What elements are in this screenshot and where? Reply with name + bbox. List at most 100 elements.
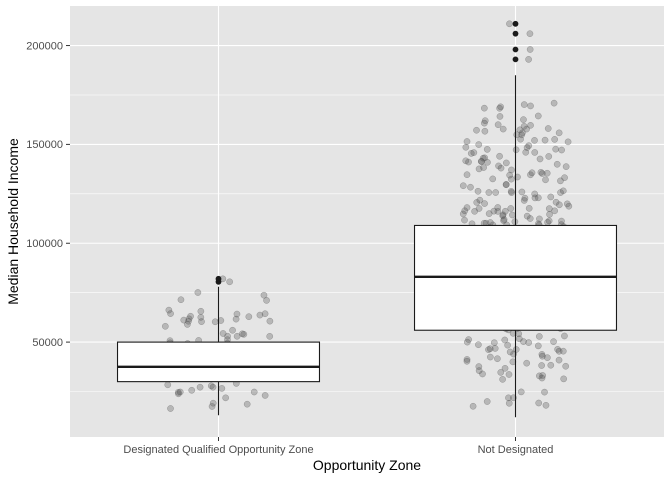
jitter-point [161, 322, 169, 330]
jitter-point [551, 207, 559, 215]
jitter-point [536, 372, 543, 380]
jitter-point [486, 345, 494, 353]
jitter-point [555, 129, 563, 137]
jitter-point [475, 341, 482, 349]
jitter-point [512, 346, 520, 353]
jitter-point [463, 356, 471, 363]
jitter-point [224, 332, 231, 340]
jitter-point [541, 136, 549, 144]
jitter-point [478, 158, 485, 165]
jitter-point [558, 217, 565, 225]
jitter-point [492, 189, 500, 196]
jitter-point [502, 159, 510, 167]
jitter-point [542, 401, 550, 409]
jitter-point [463, 357, 471, 365]
jitter-point [552, 198, 560, 206]
jitter-point [233, 332, 241, 340]
jitter-point [476, 196, 484, 204]
jitter-point [538, 351, 546, 358]
jitter-point [475, 205, 483, 212]
jitter-point [520, 116, 527, 123]
jitter-point [473, 126, 480, 134]
jitter-point [185, 317, 192, 325]
jitter-point [479, 370, 486, 378]
jitter-point [483, 398, 491, 405]
jitter-point [175, 388, 182, 396]
jitter-point [459, 210, 467, 218]
jitter-point [480, 104, 488, 112]
jitter-point [164, 381, 172, 389]
jitter-point [508, 166, 515, 174]
jitter-point [499, 211, 507, 219]
jitter-point [473, 199, 481, 206]
jitter-point [544, 354, 551, 362]
jitter-point [517, 388, 525, 396]
jitter-point [522, 148, 530, 156]
jitter-point [506, 20, 513, 28]
jitter-point [463, 138, 471, 145]
jitter-point [233, 310, 241, 318]
jitter-point [463, 338, 471, 346]
jitter-point [538, 362, 546, 369]
jitter-point [217, 317, 225, 324]
jitter-point [475, 165, 483, 173]
jitter-point [538, 170, 546, 177]
jitter-point [463, 171, 471, 179]
jitter-point [546, 211, 553, 218]
jitter-point [557, 177, 564, 185]
jitter-point [527, 102, 534, 110]
jitter-point [263, 297, 270, 304]
jitter-point [480, 164, 487, 171]
jitter-point [209, 383, 217, 391]
jitter-point [481, 117, 489, 125]
jitter-point [261, 310, 269, 318]
jitter-point [499, 125, 507, 133]
jitter-point [500, 216, 508, 223]
jitter-point [547, 361, 555, 369]
jitter-point [494, 204, 502, 211]
jitter-point [520, 338, 527, 345]
jitter-point [211, 318, 219, 326]
jitter-point [545, 205, 553, 212]
jitter-point [507, 205, 515, 212]
jitter-point [534, 342, 542, 350]
jitter-point [554, 346, 561, 353]
jitter-point [527, 121, 534, 129]
y-tick-label: 100000 [26, 238, 63, 250]
jitter-point [490, 207, 498, 215]
jitter-point [500, 217, 507, 225]
jitter-point [544, 125, 552, 132]
jitter-point [176, 388, 184, 396]
jitter-point [266, 332, 274, 340]
jitter-point [536, 215, 543, 223]
jitter-point [167, 310, 174, 317]
jitter-point [198, 318, 205, 325]
jitter-point [261, 392, 269, 399]
y-tick-label: 150000 [26, 139, 63, 151]
jitter-point [501, 364, 509, 372]
y-tick-label: 200000 [26, 40, 63, 52]
jitter-point [485, 210, 493, 217]
jitter-point [552, 145, 560, 153]
jitter-point [470, 149, 478, 156]
jitter-point [534, 194, 542, 202]
jitter-point [523, 359, 531, 367]
jitter-point [495, 162, 502, 170]
jitter-point [525, 56, 532, 63]
jitter-point [545, 217, 553, 225]
jitter-point [523, 144, 531, 151]
jitter-point [526, 30, 534, 38]
jitter-point [535, 399, 543, 407]
jitter-point [494, 121, 502, 129]
jitter-point [559, 187, 567, 195]
jitter-point [562, 163, 570, 171]
jitter-point [467, 150, 475, 157]
jitter-point [559, 347, 567, 355]
jitter-point [229, 326, 236, 334]
jitter-point [525, 142, 533, 150]
jitter-point [507, 187, 515, 195]
jitter-point [467, 183, 474, 191]
jitter-point [238, 330, 246, 338]
jitter-point [539, 352, 546, 360]
